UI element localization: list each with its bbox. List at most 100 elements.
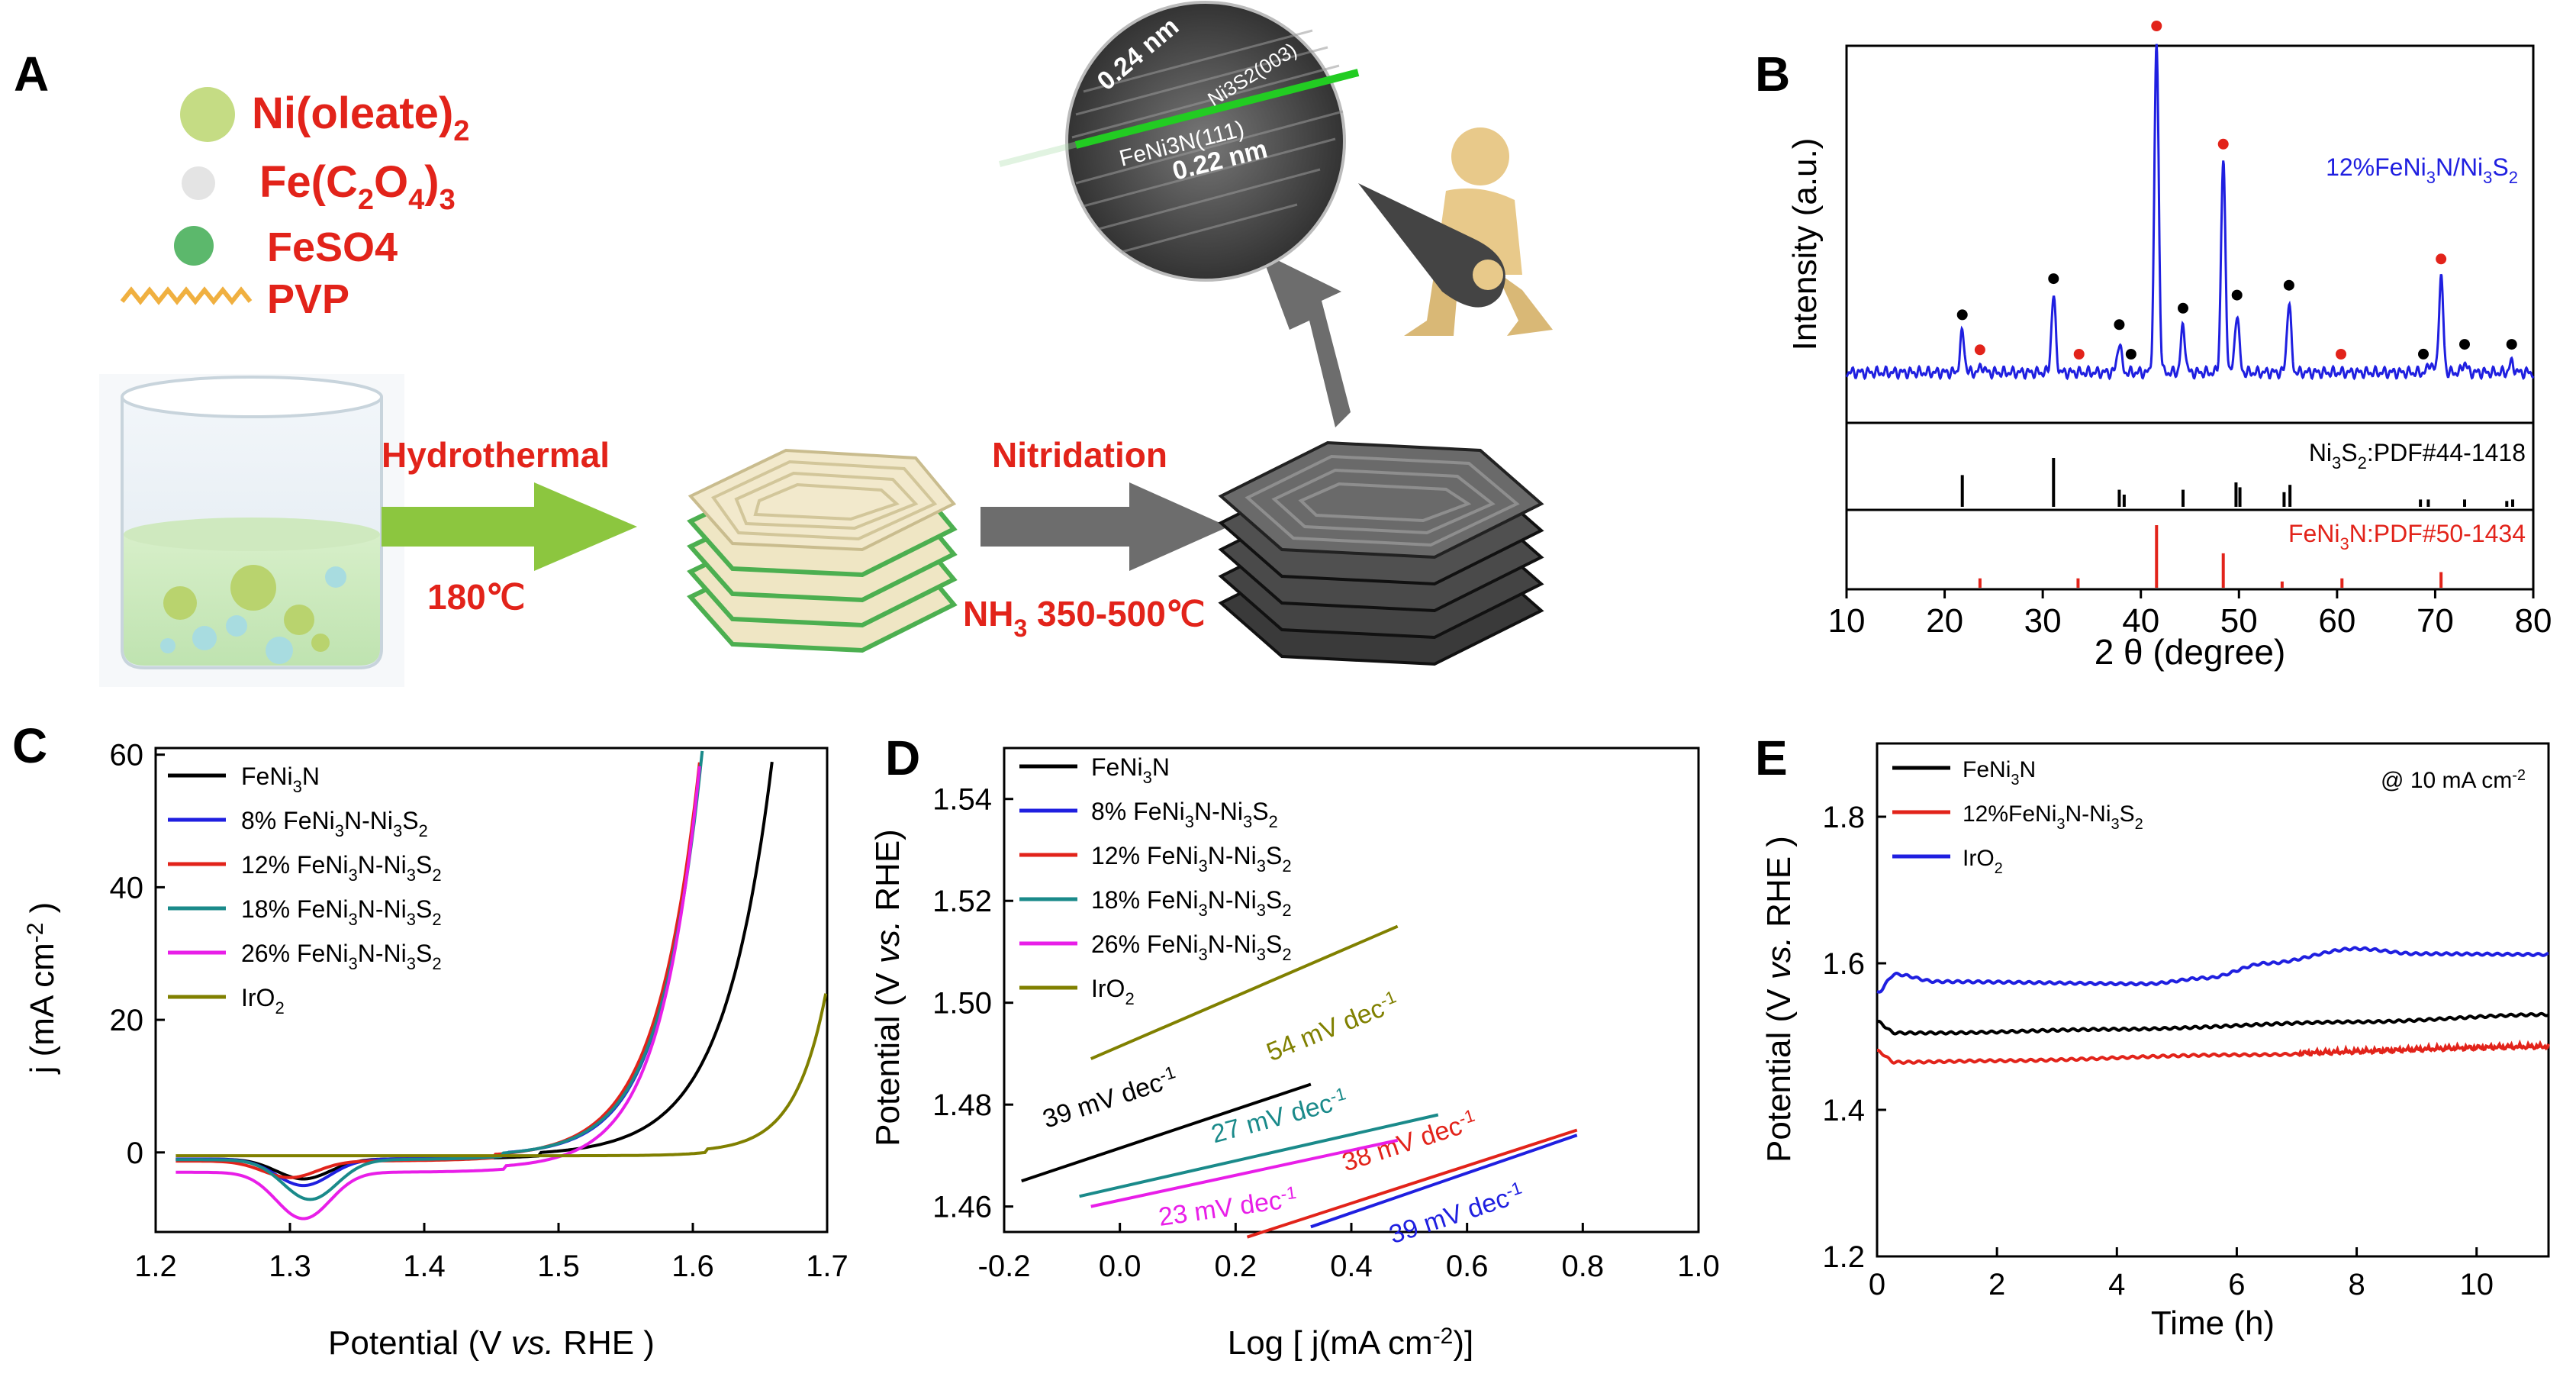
x-tick-label: 0.6 <box>1446 1250 1489 1283</box>
y-tick-label: 40 <box>110 871 144 905</box>
x-tick-label: 10 <box>1828 602 1866 640</box>
nitridation-label: Nitridation <box>992 435 1167 475</box>
x-tick-label: 6 <box>2228 1268 2245 1301</box>
nitridation-condition: NH3 350-500℃ <box>963 594 1206 642</box>
y-tick-label: 0 <box>127 1137 143 1170</box>
ni3s2-peak-marker <box>2114 319 2125 331</box>
legend-label: 18% FeNi3N-Ni3S2 <box>1091 886 1292 920</box>
legend-label: 12% FeNi3N-Ni3S2 <box>241 851 442 885</box>
tafel-line <box>1079 1113 1439 1198</box>
x-tick-label: 0.2 <box>1215 1250 1257 1283</box>
x-tick-label: 4 <box>2108 1268 2125 1301</box>
x-axis: 10 20 30 40 50 60 70 80 <box>1828 589 2552 640</box>
y-axis-label: Intensity (a.u.) <box>1786 138 1824 351</box>
reagent-pvp: PVP <box>267 276 349 322</box>
ni3s2-peak-marker <box>2459 339 2470 350</box>
nitride-stack <box>1218 440 1544 666</box>
x-tick-label: 10 <box>2459 1268 2494 1301</box>
legend: FeNi3N 8% FeNi3N-Ni3S2 12% FeNi3N-Ni3S2 18%… <box>168 763 442 1017</box>
legend-label: FeNi3N <box>241 763 320 796</box>
xrd-pattern-line <box>1845 44 2535 381</box>
reagent-fe-oxalate: Fe(C2O4)3 <box>259 157 456 216</box>
feni3n-peak-marker <box>2436 253 2447 265</box>
y-tick-label: 1.6 <box>1822 947 1865 981</box>
lsv-curve <box>175 750 704 1201</box>
ni3s2-peak-marker <box>1956 309 1968 321</box>
axes: 1.2 1.3 1.4 1.5 1.6 1.7 0 20 40 60 <box>110 739 848 1283</box>
x-tick-label: 80 <box>2515 602 2552 640</box>
feni3n-peak-marker <box>2217 138 2229 150</box>
x-tick-label: -0.2 <box>978 1250 1031 1283</box>
y-tick-label: 1.4 <box>1822 1094 1865 1127</box>
legend-label: 8% FeNi3N-Ni3S2 <box>1091 798 1278 831</box>
tafel-slope-label: 39 mV dec-1 <box>1038 1062 1180 1134</box>
feso4-swatch <box>174 226 214 266</box>
y-tick-label: 1.54 <box>932 783 992 817</box>
legend-label: 26% FeNi3N-Ni3S2 <box>241 940 442 973</box>
x-tick-label: 0 <box>1869 1268 1885 1301</box>
tafel-slope-label: 39 mV dec-1 <box>1385 1178 1527 1250</box>
legend-label: 8% FeNi3N-Ni3S2 <box>241 807 428 840</box>
hydrothermal-arrow <box>382 482 637 571</box>
ni3s2-peak-marker <box>2178 302 2188 314</box>
x-tick-label: 0.8 <box>1562 1250 1605 1283</box>
sample-label: 12%FeNi3N/Ni3S2 <box>2326 153 2518 187</box>
reagent-feso4: FeSO4 <box>267 224 398 270</box>
precursor-stack <box>687 448 958 653</box>
x-tick-label: 30 <box>2024 602 2062 640</box>
fe-oxalate-swatch <box>182 166 215 200</box>
ni3s2-peak-marker <box>2048 273 2059 285</box>
x-tick-label: 20 <box>1926 602 1963 640</box>
y-tick-label: 1.52 <box>932 885 992 918</box>
stability-curve <box>1877 1039 2550 1066</box>
ni3s2-peak-marker <box>2418 348 2429 360</box>
nitridation-arrow <box>980 482 1228 571</box>
legend-label: 18% FeNi3N-Ni3S2 <box>241 895 442 929</box>
current-density-annotation: @ 10 mA cm-2 <box>2381 767 2526 793</box>
x-axis-label: Log [ j(mA cm-2)] <box>1228 1324 1474 1362</box>
feni3n-peak-marker <box>1974 344 1985 356</box>
x-tick-label: 0.4 <box>1330 1250 1373 1283</box>
tafel-slope-label: 38 mV dec-1 <box>1338 1105 1480 1178</box>
feni3n-reference-label: FeNi3N:PDF#50-1434 <box>2288 520 2526 553</box>
tafel-slope-label: 23 mV dec-1 <box>1157 1182 1299 1232</box>
tafel-slope-label: 54 mV dec-1 <box>1262 986 1403 1067</box>
x-tick-label: 1.7 <box>806 1250 848 1283</box>
tafel-line <box>1310 1134 1578 1229</box>
lsv-curve <box>175 766 701 1221</box>
y-tick-label: 1.2 <box>1822 1240 1865 1274</box>
panel-label-e: E <box>1755 730 1788 785</box>
ni3s2-reference-label: Ni3S2:PDF#44-1418 <box>2309 439 2526 472</box>
legend-label: IrO2 <box>1091 975 1135 1008</box>
ni-oleate-swatch <box>180 87 235 142</box>
x-tick-label: 8 <box>2348 1268 2365 1301</box>
y-axis-label: Potential (V vs. RHE) <box>870 829 906 1146</box>
x-tick-label: 50 <box>2220 602 2258 640</box>
stability-curves <box>1876 946 2550 1066</box>
hydrothermal-temperature: 180℃ <box>427 577 525 617</box>
y-tick-label: 1.50 <box>932 987 992 1021</box>
synthesis-schematic: Ni(oleate)2 Fe(C2O4)3 FeSO4 PVP Hydrothe… <box>99 1 1553 687</box>
panel-label-a: A <box>14 47 50 102</box>
x-tick-label: 1.5 <box>537 1250 580 1283</box>
y-axis-label: j (mA cm-2 ) <box>23 902 61 1075</box>
y-tick-label: 1.46 <box>932 1191 992 1224</box>
x-tick-label: 1.3 <box>269 1250 311 1283</box>
panel-label-b: B <box>1755 47 1791 102</box>
plot-frame <box>1876 742 2550 1258</box>
panel-label-c: C <box>12 718 48 773</box>
legend: FeNi3N 12%FeNi3N-Ni3S2 IrO2 <box>1892 757 2143 877</box>
stability-curve <box>1876 946 2549 994</box>
legend-label: IrO2 <box>1963 846 2003 877</box>
y-tick-label: 1.48 <box>932 1088 992 1122</box>
legend-label: 26% FeNi3N-Ni3S2 <box>1091 930 1292 964</box>
stability-curve <box>1876 1011 2549 1036</box>
axes: -0.2 0.0 0.2 0.4 0.6 0.8 1.0 1.46 1.48 1.50 1.52 1.… <box>932 783 1720 1283</box>
x-tick-label: 40 <box>2122 602 2159 640</box>
x-axis-label: Potential (V vs. RHE ) <box>328 1324 655 1362</box>
tafel-line <box>1090 924 1399 1060</box>
plot-frame <box>154 747 829 1233</box>
chart-e-stability: 0 2 4 6 8 10 1.2 1.4 1.6 1.8 FeNi3N 12%FeNi3N-Ni3S… <box>1760 742 2550 1342</box>
lsv-curve <box>175 993 828 1158</box>
lsv-curves <box>175 750 828 1221</box>
